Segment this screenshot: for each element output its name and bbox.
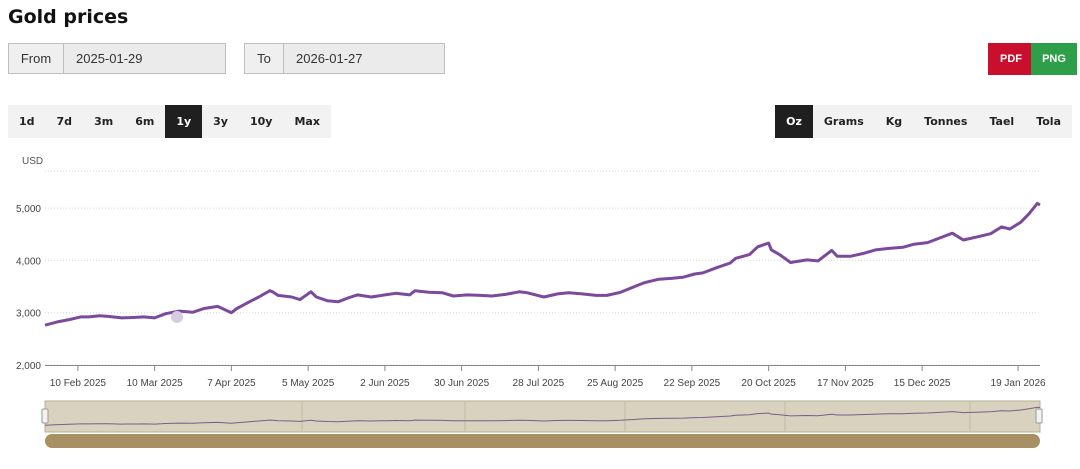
x-tick-label: 10 Feb 2025 <box>50 378 107 389</box>
hover-marker <box>171 311 183 323</box>
from-label: From <box>9 44 64 73</box>
navigator-right-handle[interactable] <box>1035 408 1043 424</box>
x-tick-label: 28 Jul 2025 <box>513 378 565 389</box>
export-png-button[interactable]: PNG <box>1031 43 1077 75</box>
x-tick-label: 20 Oct 2025 <box>741 378 796 389</box>
x-tick-label: 30 Jun 2025 <box>434 378 489 389</box>
navigator-series-line <box>44 406 1041 426</box>
from-date-field[interactable]: From 2025-01-29 <box>8 43 226 74</box>
x-tick-label: 5 May 2025 <box>282 378 335 389</box>
period-button-1y[interactable]: 1y <box>165 105 203 138</box>
from-date-input[interactable]: 2025-01-29 <box>64 44 225 73</box>
x-tick-label: 22 Sep 2025 <box>664 378 721 389</box>
period-button-7d[interactable]: 7d <box>56 115 73 128</box>
unit-button-grams[interactable]: Grams <box>823 115 864 128</box>
period-button-max[interactable]: Max <box>294 115 320 128</box>
period-button-3y[interactable]: 3y <box>213 115 228 128</box>
y-tick-label: 5,000 <box>16 204 41 215</box>
period-button-1d[interactable]: 1d <box>19 115 35 128</box>
unit-button-kg[interactable]: Kg <box>885 115 903 128</box>
x-tick-label: 25 Aug 2025 <box>587 378 644 389</box>
unit-button-oz[interactable]: Oz <box>775 105 813 138</box>
x-tick-label: 17 Nov 2025 <box>817 378 874 389</box>
x-tick-label: 7 Apr 2025 <box>207 378 256 389</box>
period-button-10y[interactable]: 10y <box>249 115 273 128</box>
to-date-field[interactable]: To 2026-01-27 <box>244 43 445 74</box>
x-tick-label: 10 Mar 2025 <box>127 378 184 389</box>
period-button-6m[interactable]: 6m <box>135 115 155 128</box>
page-title: Gold prices <box>8 6 129 28</box>
x-tick-label: 15 Dec 2025 <box>894 378 951 389</box>
unit-button-tael[interactable]: Tael <box>989 115 1015 128</box>
unit-button-tola[interactable]: Tola <box>1036 115 1061 128</box>
y-tick-label: 4,000 <box>16 256 41 267</box>
y-tick-label: 3,000 <box>16 309 41 320</box>
to-date-input[interactable]: 2026-01-27 <box>284 44 444 73</box>
unit-selector: Oz Grams Kg Tonnes Tael Tola <box>775 105 1072 138</box>
x-tick-label: 2 Jun 2025 <box>360 378 410 389</box>
period-selector: 1d 7d 3m 6m 1y 3y 10y Max <box>8 105 331 138</box>
navigator-window[interactable] <box>44 400 1041 433</box>
price-series-line <box>44 201 1041 327</box>
to-label: To <box>245 44 284 73</box>
x-tick-label: 19 Jan 2026 <box>991 378 1046 389</box>
y-tick-label: 2,000 <box>16 361 41 372</box>
navigator-scrollbar[interactable] <box>45 434 1040 448</box>
export-pdf-button[interactable]: PDF <box>988 43 1034 75</box>
period-button-3m[interactable]: 3m <box>94 115 114 128</box>
unit-button-tonnes[interactable]: Tonnes <box>924 115 968 128</box>
y-axis-unit-label: USD <box>22 156 43 167</box>
navigator-left-handle[interactable] <box>41 408 49 424</box>
